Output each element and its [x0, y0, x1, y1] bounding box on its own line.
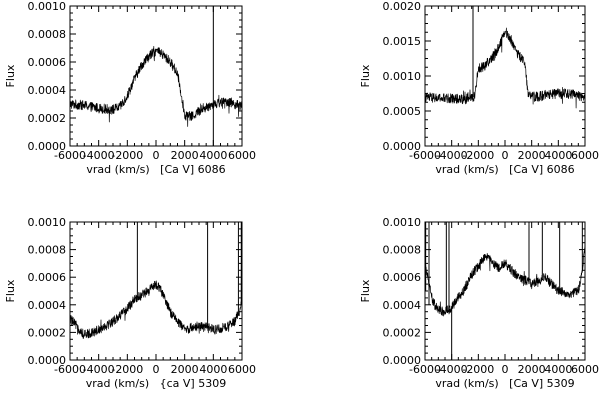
y-tick-label: 0.0015 [383, 35, 422, 48]
spectrum-line [424, 27, 586, 109]
y-tick-label: 0.0002 [28, 326, 67, 339]
x-tick-label: -6000 [54, 363, 86, 376]
y-tick-label: 0.0008 [28, 244, 67, 257]
x-tick-label: 6000 [571, 149, 599, 162]
y-tick-label: 0.0004 [28, 84, 67, 97]
x-tick-label: -2000 [111, 363, 143, 376]
x-tick-label: 0 [153, 149, 160, 162]
x-tick-label: 2000 [171, 363, 199, 376]
x-tick-label: 0 [153, 363, 160, 376]
x-tick-label: 2000 [518, 149, 546, 162]
y-tick-label: 0.0020 [383, 0, 422, 13]
y-tick-label: 0.0002 [28, 112, 67, 125]
y-tick-label: 0.0008 [383, 244, 422, 257]
x-tick-label: -4000 [436, 149, 468, 162]
y-axis-label: Flux [4, 279, 17, 302]
x-axis-label: vrad (km/s) [Ca V] 6086 [435, 163, 574, 176]
x-tick-label: -2000 [111, 149, 143, 162]
x-tick-label: -6000 [409, 149, 441, 162]
x-tick-label: 2000 [171, 149, 199, 162]
plot-frame [69, 5, 243, 147]
y-axis-label: Flux [4, 64, 17, 87]
x-tick-label: 6000 [571, 363, 599, 376]
y-tick-label: 0.0010 [383, 70, 422, 83]
plot-frame [69, 221, 243, 361]
x-tick-label: 6000 [228, 149, 256, 162]
y-tick-label: 0.0006 [28, 56, 67, 69]
y-tick-label: 0.0000 [28, 354, 67, 367]
x-tick-label: 0 [502, 363, 509, 376]
x-tick-label: -4000 [83, 149, 115, 162]
y-tick-label: 0.0010 [28, 0, 67, 13]
y-tick-label: 0.0006 [28, 271, 67, 284]
y-tick-label: 0.0008 [28, 28, 67, 41]
y-tick-label: 0.0004 [28, 299, 67, 312]
y-tick-label: 0.0000 [28, 140, 67, 153]
x-tick-label: -4000 [83, 363, 115, 376]
x-tick-label: -4000 [436, 363, 468, 376]
y-tick-label: 0.0006 [383, 271, 422, 284]
y-tick-label: 0.0004 [383, 299, 422, 312]
y-axis-label: Flux [359, 279, 372, 302]
x-tick-label: 0 [502, 149, 509, 162]
y-axis-label: Flux [359, 64, 372, 87]
panel-top-left: -6000-4000-2000 0 2000 4000 6000 0.0000 0.0002… [4, 0, 256, 176]
plot-frame [424, 5, 586, 147]
y-tick-label: 0.0000 [383, 140, 422, 153]
spectrum-line [69, 45, 243, 127]
panel-bottom-left: -6000-4000-2000 0 2000 4000 6000 0.0000 0.0002… [4, 216, 256, 390]
x-tick-label: -2000 [462, 149, 494, 162]
x-axis-label: vrad (km/s) [Ca V] 6086 [86, 163, 225, 176]
x-tick-label: 4000 [199, 149, 227, 162]
x-axis-label: vrad (km/s) {ca V] 5309 [86, 377, 226, 390]
x-tick-label: 6000 [228, 363, 256, 376]
x-tick-label: 4000 [544, 149, 572, 162]
x-tick-label: -6000 [54, 149, 86, 162]
x-axis-label: vrad (km/s) [Ca V] 5309 [435, 377, 574, 390]
y-tick-label: 0.0010 [28, 216, 67, 229]
y-tick-label: 0.0010 [383, 216, 422, 229]
x-tick-label: 4000 [544, 363, 572, 376]
x-tick-label: 2000 [518, 363, 546, 376]
x-tick-label: -6000 [409, 363, 441, 376]
spectrum-line [69, 280, 243, 339]
y-tick-label: 0.0005 [383, 105, 422, 118]
y-tick-label: 0.0002 [383, 326, 422, 339]
y-tick-label: 0.0000 [383, 354, 422, 367]
x-tick-label: 4000 [199, 363, 227, 376]
x-tick-label: -2000 [462, 363, 494, 376]
